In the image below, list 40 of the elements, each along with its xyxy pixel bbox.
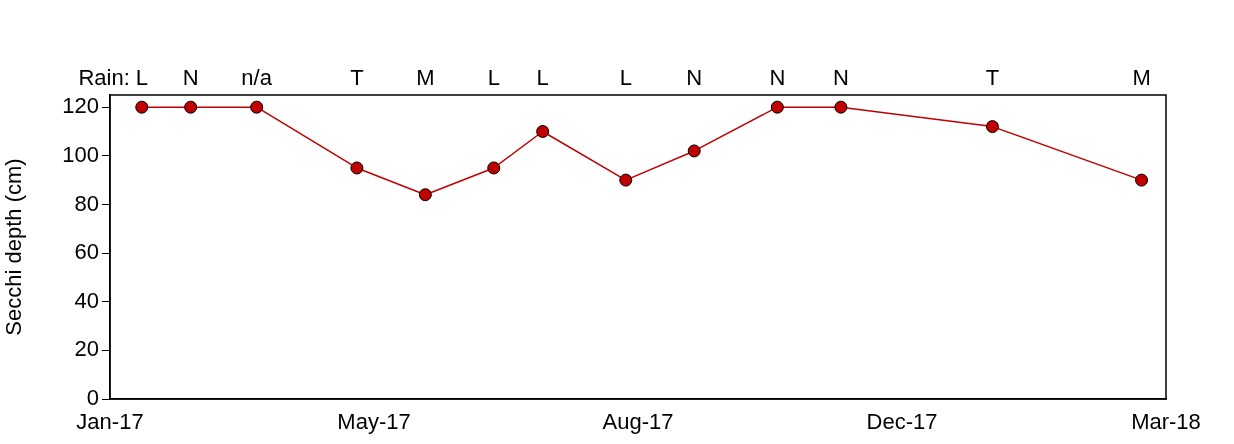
point bbox=[1135, 173, 1149, 187]
point bbox=[834, 100, 848, 114]
point bbox=[985, 120, 999, 134]
text: N bbox=[182, 65, 199, 90]
y-tick-label: 40 bbox=[74, 287, 99, 313]
point bbox=[687, 144, 701, 158]
text: Rain: bbox=[78, 65, 130, 90]
point bbox=[619, 173, 633, 187]
y-tick-label: 20 bbox=[74, 336, 99, 362]
y-tick-label: 100 bbox=[62, 141, 99, 167]
text: N bbox=[686, 65, 703, 90]
text: N bbox=[832, 65, 849, 90]
y-tick-label: 60 bbox=[74, 239, 99, 265]
text: M bbox=[416, 65, 435, 90]
point bbox=[184, 100, 198, 114]
x-tick-label: Dec-17 bbox=[866, 409, 938, 435]
x-tick-label: May-17 bbox=[337, 409, 411, 435]
point bbox=[135, 100, 149, 114]
text: n/a bbox=[241, 65, 273, 90]
y-tick-label: 80 bbox=[74, 190, 99, 216]
text: N bbox=[769, 65, 786, 90]
x-tick-label: Jan-17 bbox=[76, 409, 144, 435]
y-tick-label: 0 bbox=[86, 385, 99, 411]
point bbox=[250, 100, 264, 114]
text: L bbox=[619, 65, 632, 90]
point bbox=[487, 161, 501, 175]
text: L bbox=[536, 65, 549, 90]
text: T bbox=[985, 65, 1000, 90]
text: L bbox=[487, 65, 500, 90]
point bbox=[536, 124, 550, 138]
x-tick-label: Aug-17 bbox=[602, 409, 674, 435]
text: L bbox=[135, 65, 148, 90]
point bbox=[350, 161, 364, 175]
y-tick-label: 120 bbox=[62, 93, 99, 119]
point bbox=[418, 188, 432, 202]
point bbox=[770, 100, 784, 114]
text: T bbox=[350, 65, 364, 90]
y-axis-title: Secchi depth (cm) bbox=[1, 158, 27, 336]
x-tick-label: Mar-18 bbox=[1131, 409, 1201, 435]
text: M bbox=[1132, 65, 1151, 90]
